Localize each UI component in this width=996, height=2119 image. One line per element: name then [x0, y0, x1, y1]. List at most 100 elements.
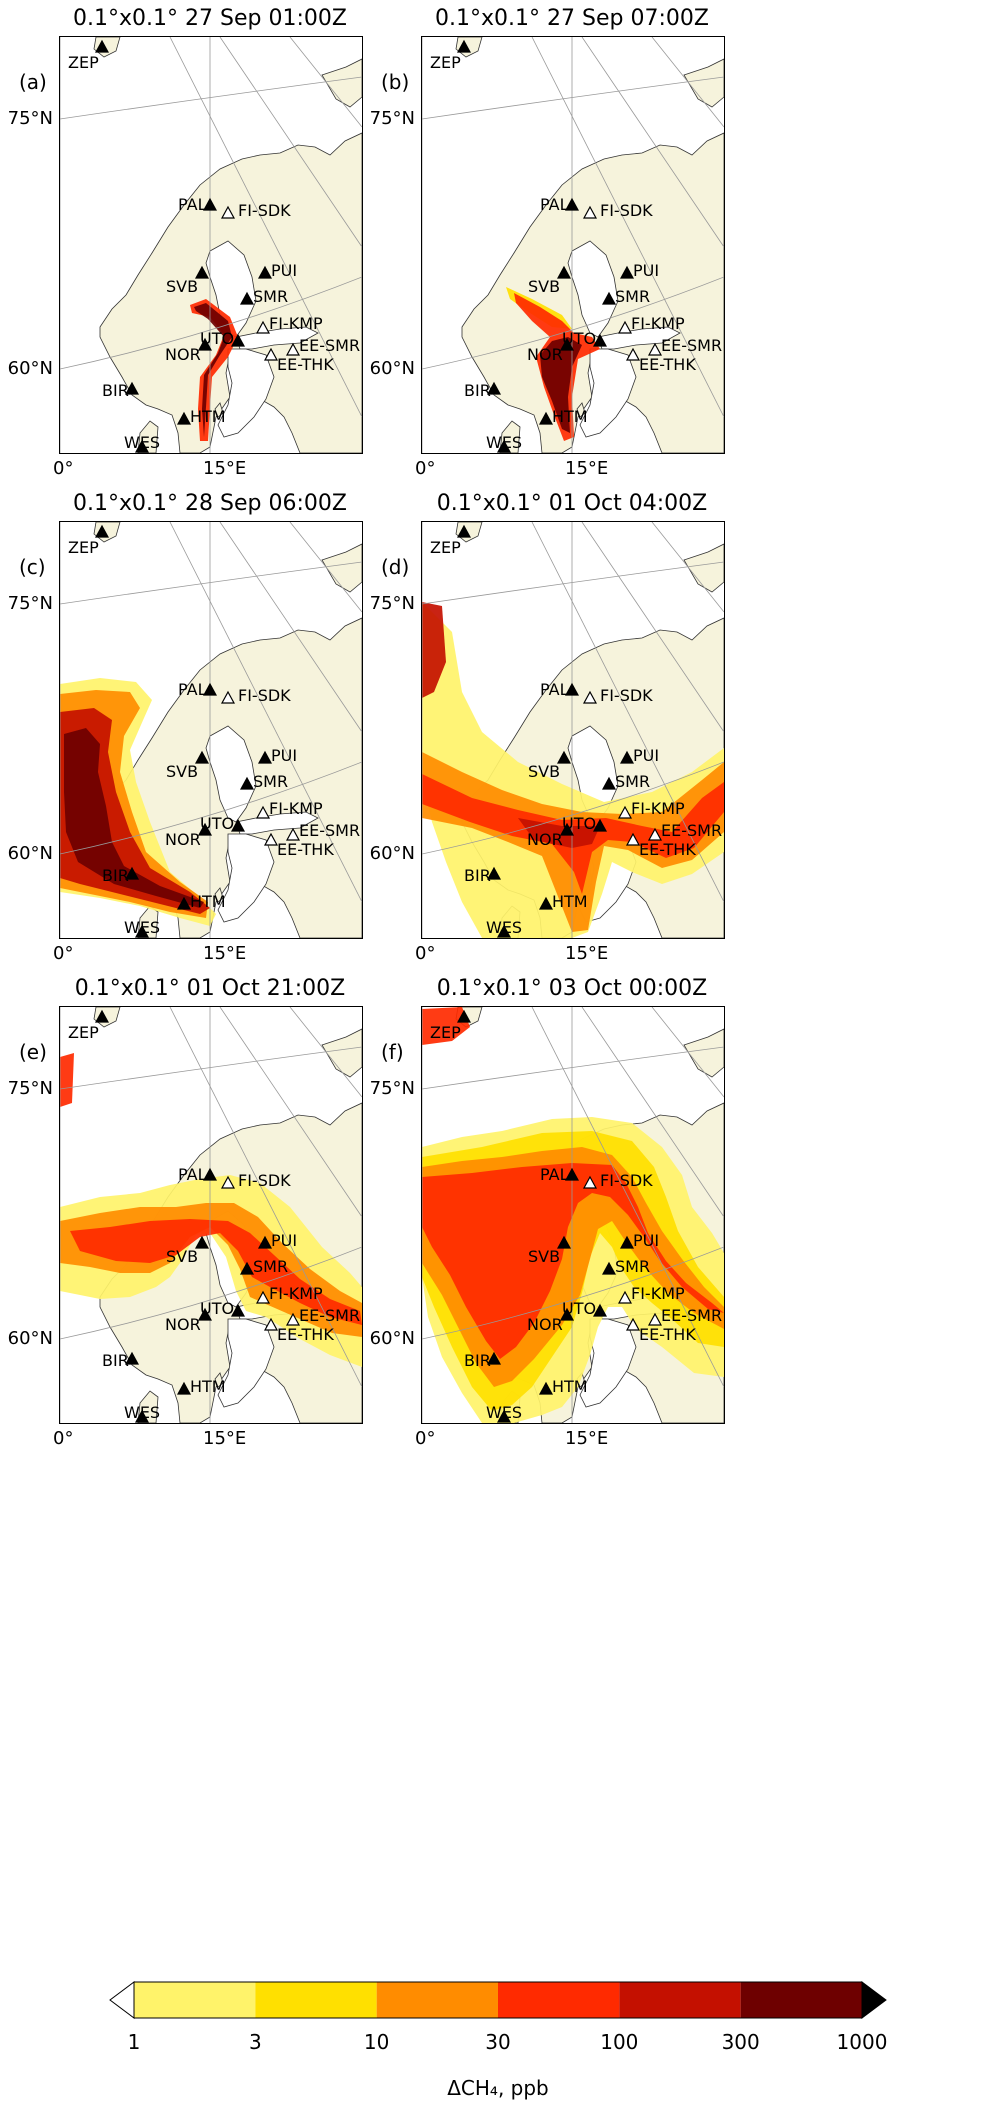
panel-letter: (c): [19, 555, 46, 579]
station-label: EE-THK: [639, 1325, 696, 1344]
methane-plume-contour: [540, 337, 582, 433]
longitude-line: [581, 37, 724, 248]
panel-letter: (d): [381, 555, 410, 579]
station-label: ZEP: [68, 53, 99, 72]
latitude-label: 75°N: [7, 1078, 53, 1099]
station-marker-icon: [556, 1235, 572, 1249]
station-marker-icon: [496, 924, 512, 938]
station-label: ZEP: [430, 538, 461, 557]
station-label: ZEP: [68, 538, 99, 557]
station-label: FI-SDK: [600, 1171, 653, 1190]
station-marker-icon: [564, 1167, 580, 1181]
station-label: PUI: [271, 746, 298, 765]
station-label: WES: [486, 433, 523, 452]
station-label: WES: [124, 1403, 161, 1422]
longitude-line: [169, 1007, 362, 1388]
station-marker-icon: [625, 347, 641, 361]
station-label: HTM: [552, 892, 588, 911]
station-marker-icon: [456, 524, 472, 538]
land-area: [214, 402, 224, 418]
latitude-line: [422, 276, 724, 370]
station-label: SMR: [615, 772, 651, 791]
latitude-label: 60°N: [369, 843, 415, 864]
methane-plume-contour: [194, 303, 232, 437]
colorbar-segment: [740, 1982, 862, 2018]
panel-title: 0.1°x0.1° 27 Sep 01:00Z: [73, 6, 347, 31]
station-label: UTO: [562, 1299, 597, 1318]
latitude-label: 75°N: [7, 108, 53, 129]
station-marker-icon: [592, 818, 608, 832]
longitude-line: [289, 37, 362, 128]
station-marker-icon: [496, 439, 512, 453]
methane-plume-contour: [422, 1163, 724, 1359]
panel-letter: (b): [381, 70, 410, 94]
station-marker-icon: [625, 832, 641, 846]
station-label: BIR: [464, 381, 491, 400]
longitude-line: [651, 1007, 724, 1098]
map-canvas: [60, 37, 362, 453]
station-label: SVB: [166, 1247, 199, 1266]
latitude-line: [422, 76, 724, 120]
station-label: NOR: [165, 830, 201, 849]
station-label: EE-THK: [277, 1325, 334, 1344]
station-label: EE-THK: [277, 355, 334, 374]
land-area: [321, 1028, 362, 1078]
station-label: HTM: [552, 1377, 588, 1396]
longitude-label: 0°: [53, 458, 74, 479]
station-label: SVB: [166, 762, 199, 781]
station-marker-icon: [197, 822, 213, 836]
station-marker-icon: [456, 1009, 472, 1023]
panel-title: 0.1°x0.1° 01 Oct 21:00Z: [74, 976, 346, 1001]
station-label: ZEP: [430, 1023, 461, 1042]
station-label: HTM: [190, 407, 226, 426]
longitude-label: 0°: [415, 458, 436, 479]
latitude-line: [60, 1246, 362, 1340]
station-label: FI-SDK: [600, 201, 653, 220]
station-marker-icon: [194, 265, 210, 279]
station-marker-icon: [255, 320, 271, 334]
station-marker-icon: [647, 1312, 663, 1326]
panel-letter: (e): [19, 1040, 47, 1064]
methane-plume-contour: [422, 602, 446, 698]
station-label: PAL: [540, 680, 569, 699]
colorbar-extend-low: [109, 1981, 135, 2019]
longitude-label: 15°E: [203, 943, 247, 964]
latitude-line: [60, 76, 362, 120]
station-label: EE-SMR: [661, 821, 723, 840]
station-marker-icon: [239, 776, 255, 790]
station-marker-icon: [619, 750, 635, 764]
station-label: EE-SMR: [299, 336, 361, 355]
station-label: SVB: [528, 1247, 561, 1266]
latitude-label: 60°N: [7, 843, 53, 864]
methane-plume-contour: [60, 1053, 74, 1107]
station-label: EE-SMR: [661, 336, 723, 355]
station-marker-icon: [619, 1235, 635, 1249]
colorbar-segment: [498, 1982, 620, 2018]
station-marker-icon: [194, 750, 210, 764]
colorbar-extend-high: [861, 1981, 887, 2019]
station-marker-icon: [230, 1303, 246, 1317]
station-label: PUI: [633, 746, 660, 765]
colorbar-tick-label: 1: [127, 2030, 141, 2054]
latitude-label: 60°N: [369, 358, 415, 379]
sea-area: [217, 1318, 275, 1408]
station-label: PUI: [633, 1231, 660, 1250]
longitude-line: [651, 522, 724, 613]
station-marker-icon: [582, 205, 598, 219]
longitude-label: 0°: [415, 943, 436, 964]
latitude-line: [60, 276, 362, 370]
methane-plume-contour: [422, 1007, 470, 1045]
station-label: UTO: [562, 814, 597, 833]
map-canvas: [422, 37, 724, 453]
methane-plume-contour: [64, 728, 204, 908]
station-marker-icon: [285, 1312, 301, 1326]
station-marker-icon: [619, 265, 635, 279]
longitude-line: [581, 1007, 724, 1218]
latitude-line: [422, 761, 724, 855]
station-label: EE-SMR: [299, 1306, 361, 1325]
station-marker-icon: [134, 439, 150, 453]
station-label: UTO: [200, 1299, 235, 1318]
sea-area: [579, 348, 637, 438]
station-marker-icon: [285, 342, 301, 356]
colorbar-segment: [255, 1982, 377, 2018]
